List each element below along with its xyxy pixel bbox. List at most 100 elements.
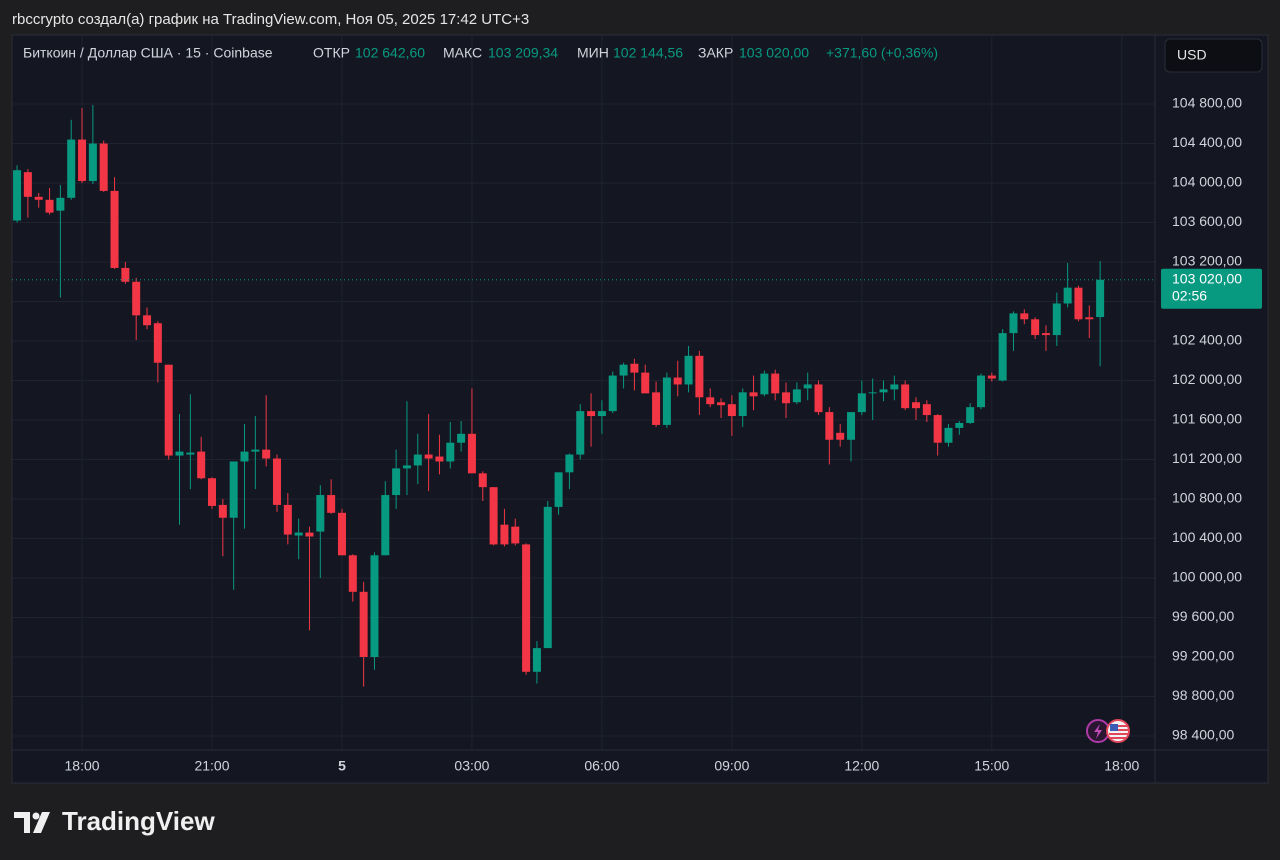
close-value: 103 020,00 bbox=[739, 45, 809, 61]
candle-body bbox=[619, 364, 628, 376]
x-tick-label: 06:00 bbox=[584, 758, 619, 774]
candle-body bbox=[912, 402, 921, 409]
logo-t bbox=[14, 812, 30, 833]
brand-logo: TradingView bbox=[14, 806, 215, 836]
candle-body bbox=[641, 372, 650, 394]
x-tick-label: 18:00 bbox=[1104, 758, 1139, 774]
x-tick-label: 15:00 bbox=[974, 758, 1009, 774]
low-label: МИН bbox=[577, 45, 609, 61]
candle-body bbox=[543, 506, 552, 649]
candle-body bbox=[337, 512, 346, 556]
candle-body bbox=[153, 323, 162, 363]
candle-body bbox=[1031, 319, 1040, 336]
candle-body bbox=[857, 393, 866, 413]
candle-body bbox=[565, 454, 574, 473]
price-tag bbox=[1161, 268, 1262, 309]
y-tick-label: 104 000,00 bbox=[1172, 174, 1242, 190]
candle-body bbox=[587, 411, 596, 417]
candle-body bbox=[186, 452, 195, 455]
candle-body bbox=[110, 190, 119, 268]
candle-body bbox=[976, 375, 985, 408]
candle-body bbox=[478, 473, 487, 488]
candle-body bbox=[630, 363, 639, 373]
y-tick-label: 99 200,00 bbox=[1172, 648, 1234, 664]
candle-body bbox=[749, 392, 758, 397]
flag-stripes bbox=[1109, 725, 1128, 739]
lightning-glyph bbox=[1094, 724, 1102, 739]
x-tick-label: 5 bbox=[338, 758, 346, 774]
candle-body bbox=[554, 472, 563, 507]
open-value: 102 642,60 bbox=[355, 45, 425, 61]
candle-body bbox=[446, 442, 455, 462]
candle-body bbox=[1041, 333, 1050, 336]
x-tick-label: 09:00 bbox=[714, 758, 749, 774]
candle-body bbox=[1009, 313, 1018, 334]
brand-name: TradingView bbox=[62, 806, 215, 836]
caption: rbccrypto создал(а) график на TradingVie… bbox=[12, 11, 529, 28]
high-value: 103 209,34 bbox=[488, 45, 558, 61]
candle-body bbox=[67, 139, 76, 198]
candle-body bbox=[78, 139, 87, 182]
candle-body bbox=[684, 355, 693, 385]
y-tick-label: 102 000,00 bbox=[1172, 371, 1242, 387]
candle-body bbox=[197, 451, 206, 479]
currency-button[interactable] bbox=[1164, 38, 1263, 73]
candle-body bbox=[576, 411, 585, 455]
candle-body bbox=[121, 267, 130, 282]
candle-body bbox=[608, 375, 617, 412]
candle-body bbox=[662, 377, 671, 425]
candle-body bbox=[34, 196, 43, 200]
candle-body bbox=[1063, 287, 1072, 304]
currency-label[interactable]: USD bbox=[1177, 47, 1207, 63]
candle-body bbox=[782, 392, 791, 404]
candle-body bbox=[792, 389, 801, 403]
y-tick-label: 100 400,00 bbox=[1172, 529, 1242, 545]
y-tick-label: 101 600,00 bbox=[1172, 411, 1242, 427]
candle-body bbox=[933, 415, 942, 443]
logo-dot bbox=[32, 812, 40, 820]
candle-body bbox=[283, 504, 292, 535]
y-tick-label: 99 600,00 bbox=[1172, 608, 1234, 624]
candle-body bbox=[1085, 317, 1094, 320]
candle-body bbox=[45, 199, 54, 213]
candle-body bbox=[229, 461, 238, 518]
candles bbox=[13, 105, 1105, 687]
y-tick-label: 103 600,00 bbox=[1172, 213, 1242, 229]
candle-body bbox=[1052, 303, 1061, 336]
y-tick-label: 104 800,00 bbox=[1172, 95, 1242, 111]
y-tick-label: 101 200,00 bbox=[1172, 450, 1242, 466]
candle-body bbox=[413, 454, 422, 466]
candle-body bbox=[966, 407, 975, 423]
candle-body bbox=[879, 389, 888, 393]
candle-body bbox=[890, 384, 899, 390]
candle-body bbox=[998, 333, 1007, 381]
candle-body bbox=[532, 648, 541, 672]
y-tick-label: 100 000,00 bbox=[1172, 569, 1242, 585]
candle-body bbox=[305, 532, 314, 537]
candle-body bbox=[424, 454, 433, 459]
candle-body bbox=[316, 495, 325, 532]
candle-body bbox=[987, 375, 996, 379]
candle-body bbox=[88, 143, 97, 182]
candle-body bbox=[922, 404, 931, 416]
candle-body bbox=[467, 433, 476, 474]
y-tick-label: 98 800,00 bbox=[1172, 687, 1234, 703]
candle-body bbox=[825, 412, 834, 440]
candle-body bbox=[771, 373, 780, 394]
y-tick-label: 104 400,00 bbox=[1172, 134, 1242, 150]
candle-body bbox=[402, 465, 411, 469]
candle-body bbox=[240, 451, 249, 462]
candle-body bbox=[359, 591, 368, 657]
candle-body bbox=[272, 458, 281, 505]
candle-body bbox=[175, 451, 184, 456]
open-label: ОТКР bbox=[313, 45, 350, 61]
x-tick-label: 21:00 bbox=[194, 758, 229, 774]
legend: Биткоин / Доллар США · 15 · Coinbase ОТК… bbox=[23, 45, 938, 61]
candle-body bbox=[262, 449, 271, 459]
candle-body bbox=[327, 495, 336, 513]
candle-body bbox=[381, 495, 390, 556]
candle-body bbox=[489, 487, 498, 545]
candle-body bbox=[13, 170, 22, 221]
candle-body bbox=[1020, 313, 1029, 320]
